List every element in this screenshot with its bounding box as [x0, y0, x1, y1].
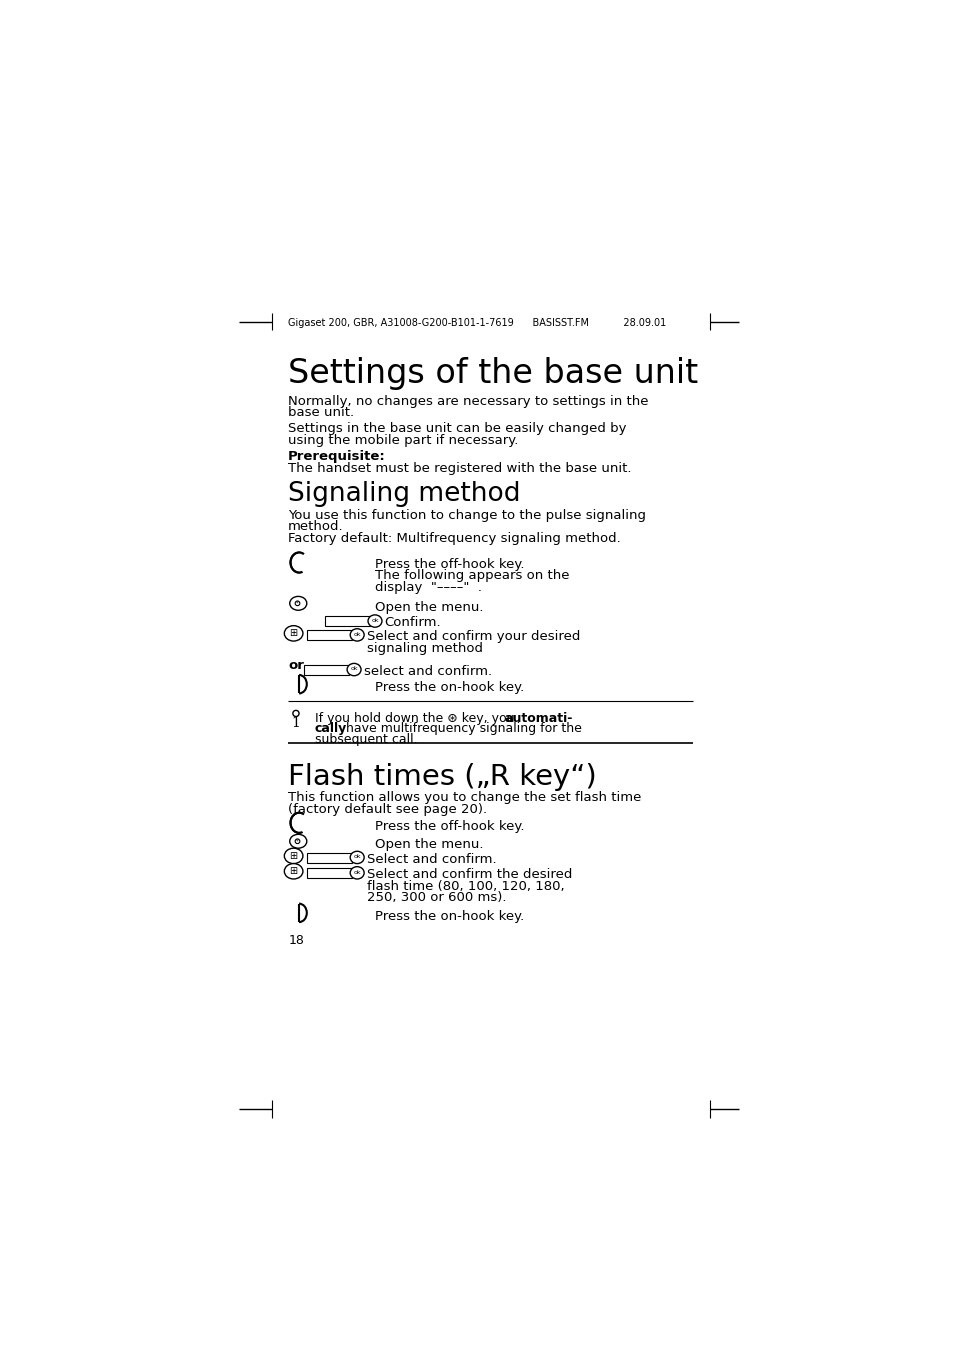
Text: Factory default: Multifrequency signaling method.: Factory default: Multifrequency signalin… [288, 532, 620, 544]
Text: or: or [288, 659, 304, 671]
Text: subsequent call.: subsequent call. [314, 732, 416, 746]
Text: signaling method: signaling method [367, 642, 483, 655]
Ellipse shape [290, 835, 307, 848]
Ellipse shape [284, 848, 303, 863]
Text: select and confirm.: select and confirm. [364, 665, 492, 678]
Text: ⊞: ⊞ [290, 866, 297, 877]
Text: method.: method. [288, 520, 343, 534]
Text: Signaling method: Signaling method [288, 481, 520, 507]
Text: ok: ok [371, 617, 378, 623]
Text: Confirm.: Confirm. [384, 616, 440, 630]
Text: ok: ok [350, 666, 357, 671]
Text: ⊞: ⊞ [290, 851, 297, 861]
Text: *: * [295, 601, 298, 605]
Text: ⊞: ⊞ [290, 628, 297, 639]
Text: using the mobile part if necessary.: using the mobile part if necessary. [288, 434, 518, 447]
Text: ok: ok [353, 632, 360, 636]
Bar [324, 616, 369, 627]
Text: 250, 300 or 600 ms).: 250, 300 or 600 ms). [367, 892, 506, 904]
Text: Press the on-hook key.: Press the on-hook key. [375, 681, 524, 694]
Text: You use this function to change to the pulse signaling: You use this function to change to the p… [288, 508, 645, 521]
Text: cally: cally [314, 721, 347, 735]
Text: ok: ok [353, 854, 360, 859]
Bar [303, 665, 348, 676]
Text: have multifrequency signaling for the: have multifrequency signaling for the [341, 721, 581, 735]
Text: Gigaset 200, GBR, A31008-G200-B101-1-7619      BASISST.FM           28.09.01: Gigaset 200, GBR, A31008-G200-B101-1-761… [288, 317, 666, 328]
Text: *: * [295, 839, 298, 844]
Circle shape [294, 601, 299, 605]
Text: Settings of the base unit: Settings of the base unit [288, 357, 698, 390]
Ellipse shape [368, 615, 381, 627]
Ellipse shape [284, 863, 303, 880]
Text: Press the on-hook key.: Press the on-hook key. [375, 909, 524, 923]
Text: 1: 1 [292, 716, 300, 730]
Text: Prerequisite:: Prerequisite: [288, 450, 386, 463]
Text: If you hold down the ⊛ key, you: If you hold down the ⊛ key, you [314, 712, 517, 725]
Circle shape [293, 711, 298, 716]
Text: Flash times („R key“): Flash times („R key“) [288, 763, 597, 790]
Text: Select and confirm your desired: Select and confirm your desired [367, 631, 580, 643]
Circle shape [294, 839, 299, 843]
Text: Settings in the base unit can be easily changed by: Settings in the base unit can be easily … [288, 423, 626, 435]
Text: The handset must be registered with the base unit.: The handset must be registered with the … [288, 462, 631, 476]
Text: The following appears on the: The following appears on the [375, 570, 569, 582]
Ellipse shape [350, 867, 364, 880]
Text: 18: 18 [288, 935, 304, 947]
Text: flash time (80, 100, 120, 180,: flash time (80, 100, 120, 180, [367, 880, 564, 893]
Text: ok: ok [353, 870, 360, 874]
Text: This function allows you to change the set flash time: This function allows you to change the s… [288, 792, 641, 804]
Ellipse shape [290, 596, 307, 611]
Ellipse shape [350, 851, 364, 863]
Text: Normally, no changes are necessary to settings in the: Normally, no changes are necessary to se… [288, 394, 648, 408]
Bar [307, 869, 352, 878]
Text: display  "––––"  .: display "––––" . [375, 581, 481, 594]
Text: Select and confirm the desired: Select and confirm the desired [367, 869, 572, 881]
Text: Press the off-hook key.: Press the off-hook key. [375, 558, 524, 571]
Ellipse shape [350, 628, 364, 642]
Text: Select and confirm.: Select and confirm. [367, 852, 497, 866]
Text: (factory default see page 20).: (factory default see page 20). [288, 802, 487, 816]
Bar [307, 631, 352, 640]
Ellipse shape [284, 626, 303, 642]
Ellipse shape [347, 663, 360, 676]
Text: base unit.: base unit. [288, 407, 354, 419]
Text: Open the menu.: Open the menu. [375, 838, 483, 851]
Text: Open the menu.: Open the menu. [375, 601, 483, 613]
Text: Press the off-hook key.: Press the off-hook key. [375, 820, 524, 832]
Text: automati-: automati- [504, 712, 572, 725]
Bar [307, 852, 352, 863]
